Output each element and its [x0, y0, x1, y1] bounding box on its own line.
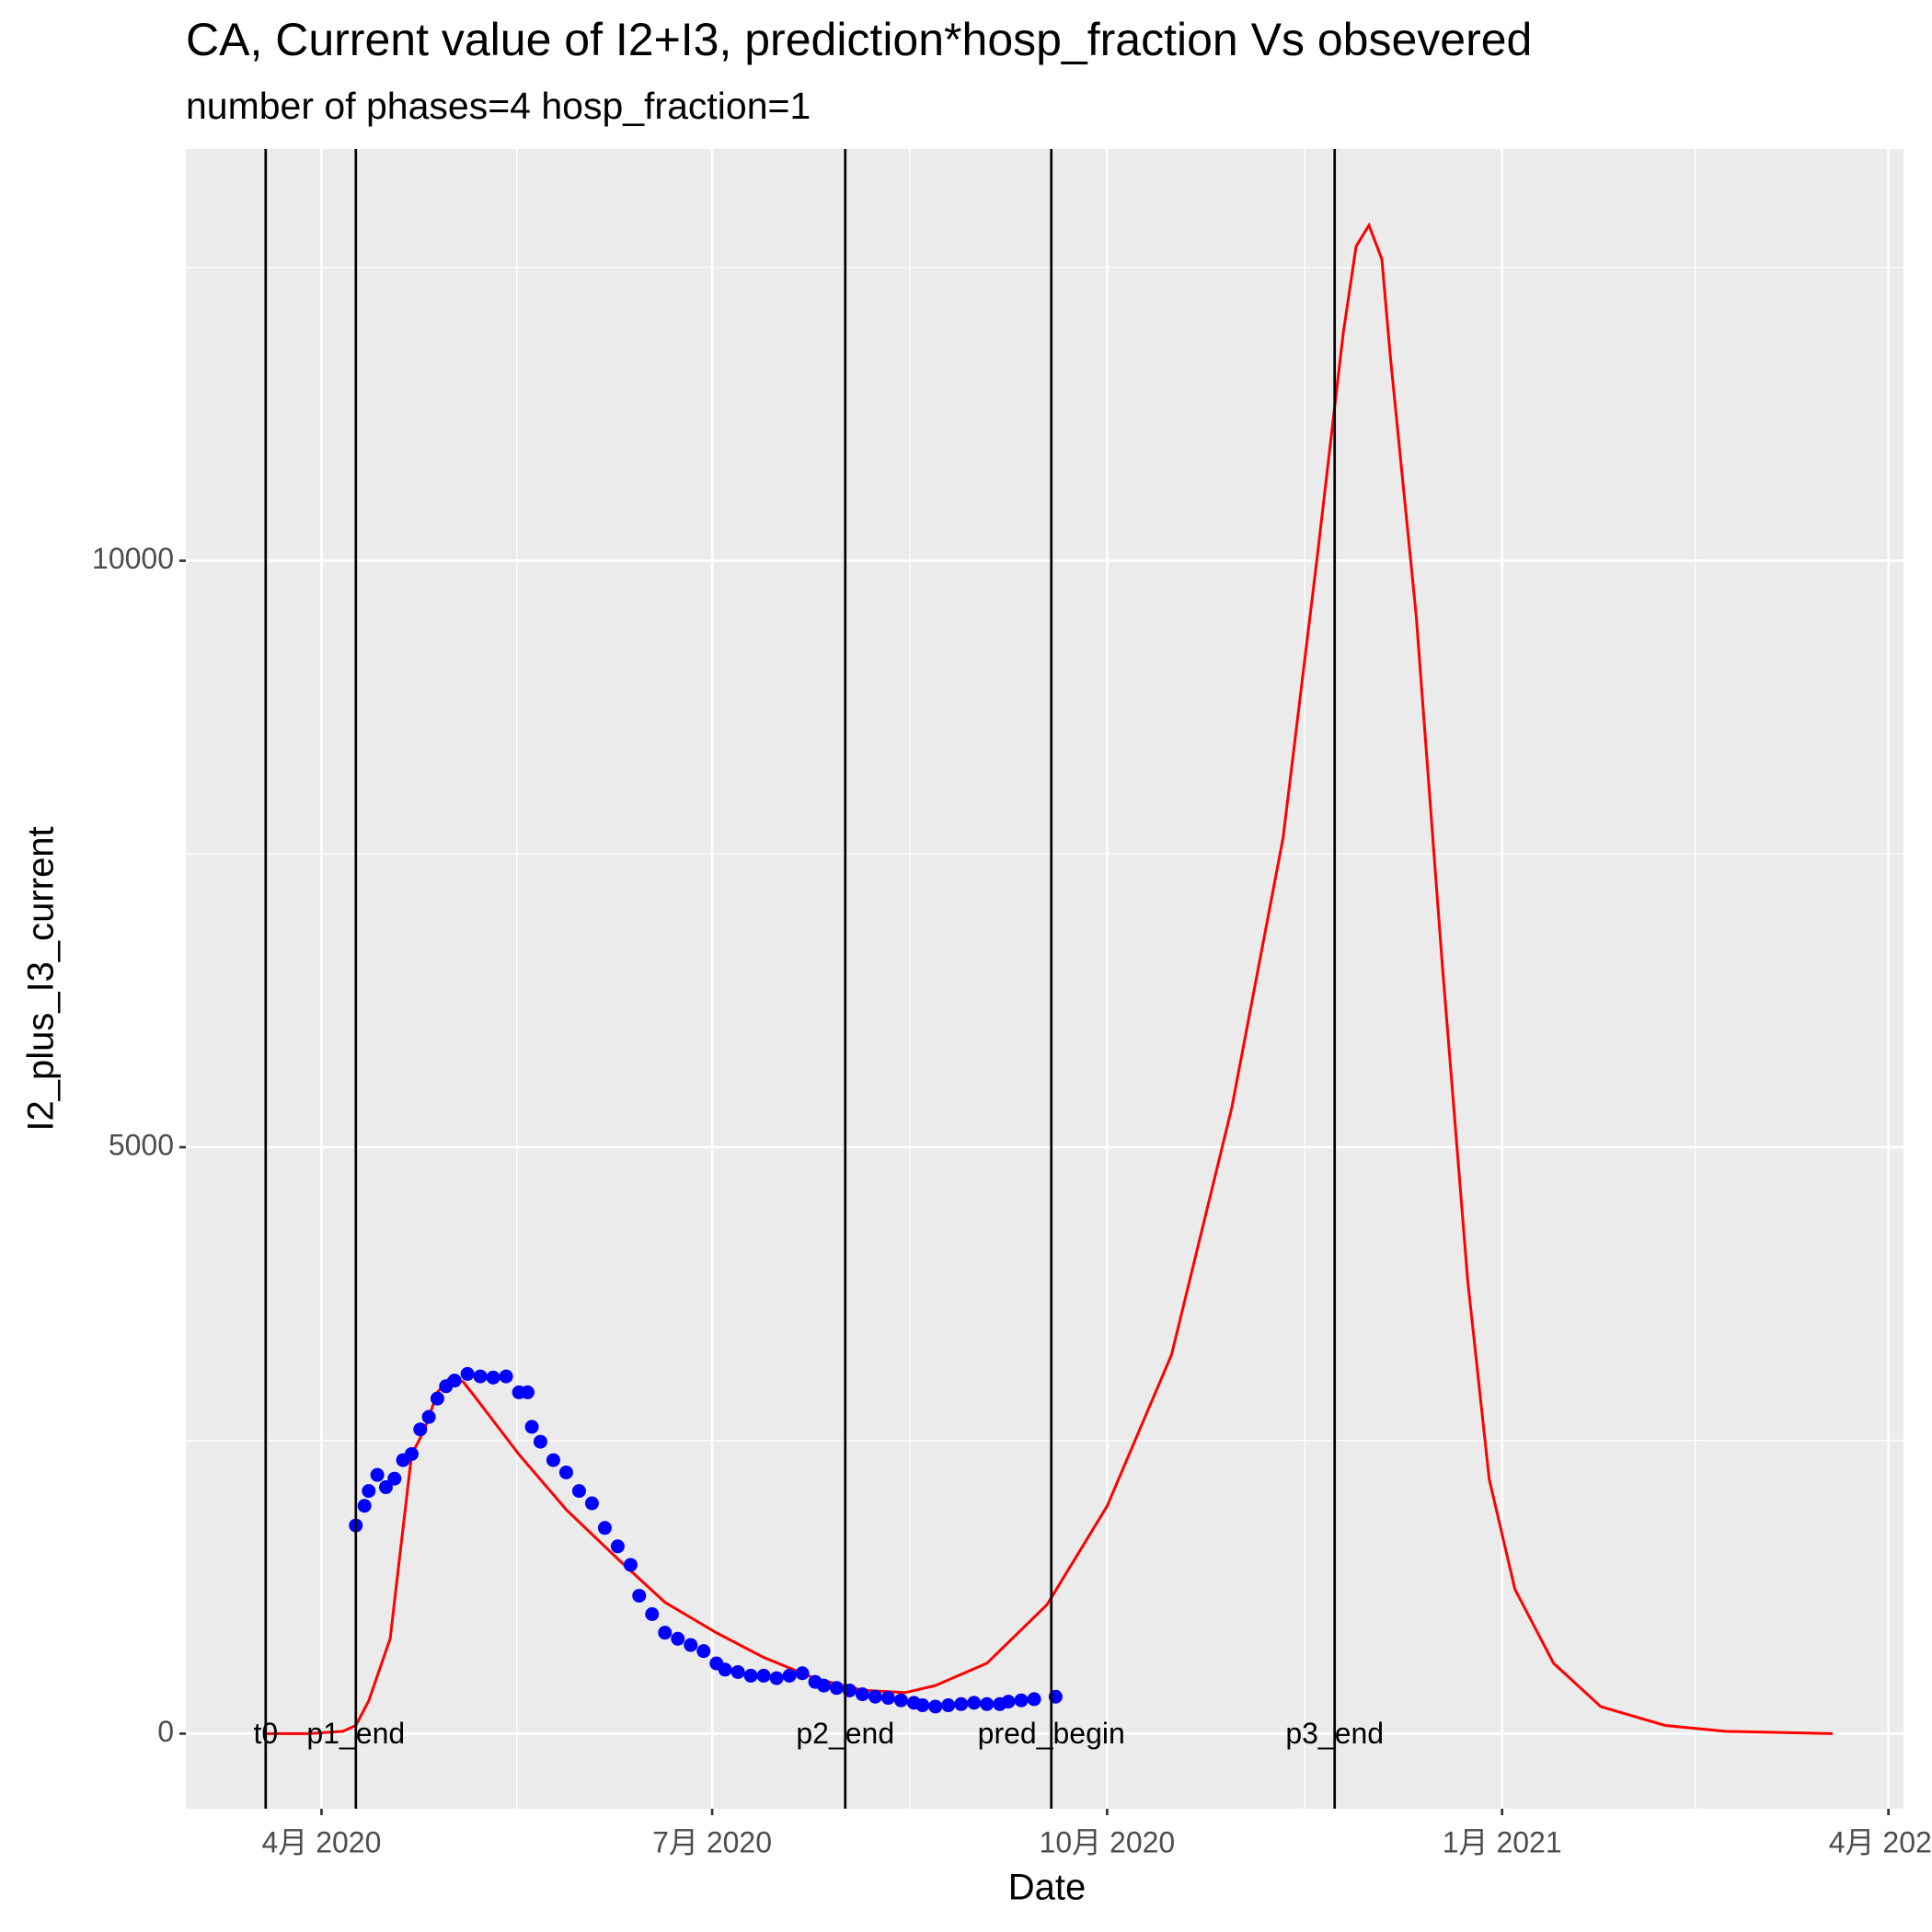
observed-point [421, 1409, 436, 1424]
observed-point [880, 1691, 895, 1706]
observed-point [623, 1558, 638, 1572]
observed-point [610, 1539, 625, 1554]
observed-point [378, 1480, 393, 1495]
observed-point [1014, 1693, 1029, 1708]
y-tick-label: 10000 [92, 542, 174, 575]
x-tick-label: 4月 2020 [262, 1825, 382, 1858]
observed-point [756, 1668, 771, 1683]
observed-point [893, 1693, 908, 1708]
x-tick-label: 4月 2021 [1829, 1825, 1932, 1858]
observed-point [584, 1496, 599, 1511]
observed-point [558, 1465, 573, 1479]
observed-point [486, 1370, 500, 1385]
observed-point [370, 1467, 385, 1482]
prediction-line [265, 222, 1834, 1735]
x-tick-label: 1月 2021 [1443, 1825, 1562, 1858]
observed-point [718, 1662, 732, 1677]
grid [186, 149, 1903, 1809]
observed-point [684, 1638, 698, 1652]
observed-point [632, 1588, 647, 1603]
x-axis-title: Date [1008, 1868, 1087, 1908]
observed-point [357, 1499, 372, 1513]
observed-point [473, 1369, 488, 1384]
observed-point [658, 1626, 673, 1640]
phase-label: pred_begin [978, 1717, 1125, 1750]
observed-point [460, 1366, 475, 1381]
observed-point [769, 1671, 784, 1685]
ticks: 0 5000 10000 4月 2020 7月 2020 10月 2020 1月 2021 4… [92, 542, 1932, 1859]
y-axis-title: I2_plus_I3_current [21, 826, 62, 1131]
observed-point [671, 1631, 685, 1646]
observed-point [928, 1699, 943, 1714]
chart-subtitle: number of phases=4 hosp_fraction=1 [186, 85, 811, 127]
observed-point [967, 1696, 982, 1710]
marks: t0 p1_end p2_end pred_begin p3_end [253, 149, 1834, 1809]
observed-point [362, 1484, 376, 1499]
phase-label: t0 [253, 1717, 278, 1750]
observed-point [430, 1391, 444, 1406]
x-tick-label: 7月 2020 [652, 1825, 772, 1858]
phase-label: p1_end [306, 1717, 405, 1750]
observed-point [816, 1678, 831, 1693]
observed-point [829, 1681, 844, 1696]
y-tick-label: 0 [157, 1715, 174, 1748]
observed-point [387, 1471, 402, 1486]
chart-title: CA, Current value of I2+I3, prediction*h… [186, 14, 1532, 65]
observed-point [546, 1453, 560, 1467]
observed-point [868, 1689, 882, 1704]
observed-point [524, 1420, 539, 1434]
observed-point [447, 1374, 462, 1388]
observed-point [404, 1446, 419, 1461]
observed-point [980, 1696, 995, 1711]
observed-point [533, 1434, 547, 1449]
observed-point [915, 1698, 930, 1713]
phase-label: p2_end [796, 1717, 894, 1750]
observed-point [520, 1385, 535, 1399]
observed-point [571, 1484, 586, 1499]
observed-point [413, 1422, 428, 1437]
observed-point [743, 1668, 758, 1683]
phase-label: p3_end [1285, 1717, 1384, 1750]
observed-point [782, 1668, 797, 1683]
observed-point [941, 1698, 956, 1713]
observed-point [499, 1369, 513, 1384]
panel [186, 149, 1903, 1809]
observed-point [954, 1696, 969, 1711]
observed-point [1001, 1695, 1016, 1709]
observed-point [730, 1664, 745, 1679]
y-tick-label: 5000 [109, 1128, 174, 1161]
x-tick-label: 10月 2020 [1040, 1825, 1176, 1858]
observed-point [795, 1666, 810, 1681]
observed-point [1027, 1692, 1041, 1707]
observed-point [696, 1644, 711, 1659]
observed-point [645, 1606, 660, 1621]
observed-point [597, 1521, 612, 1535]
observed-point [855, 1687, 869, 1702]
